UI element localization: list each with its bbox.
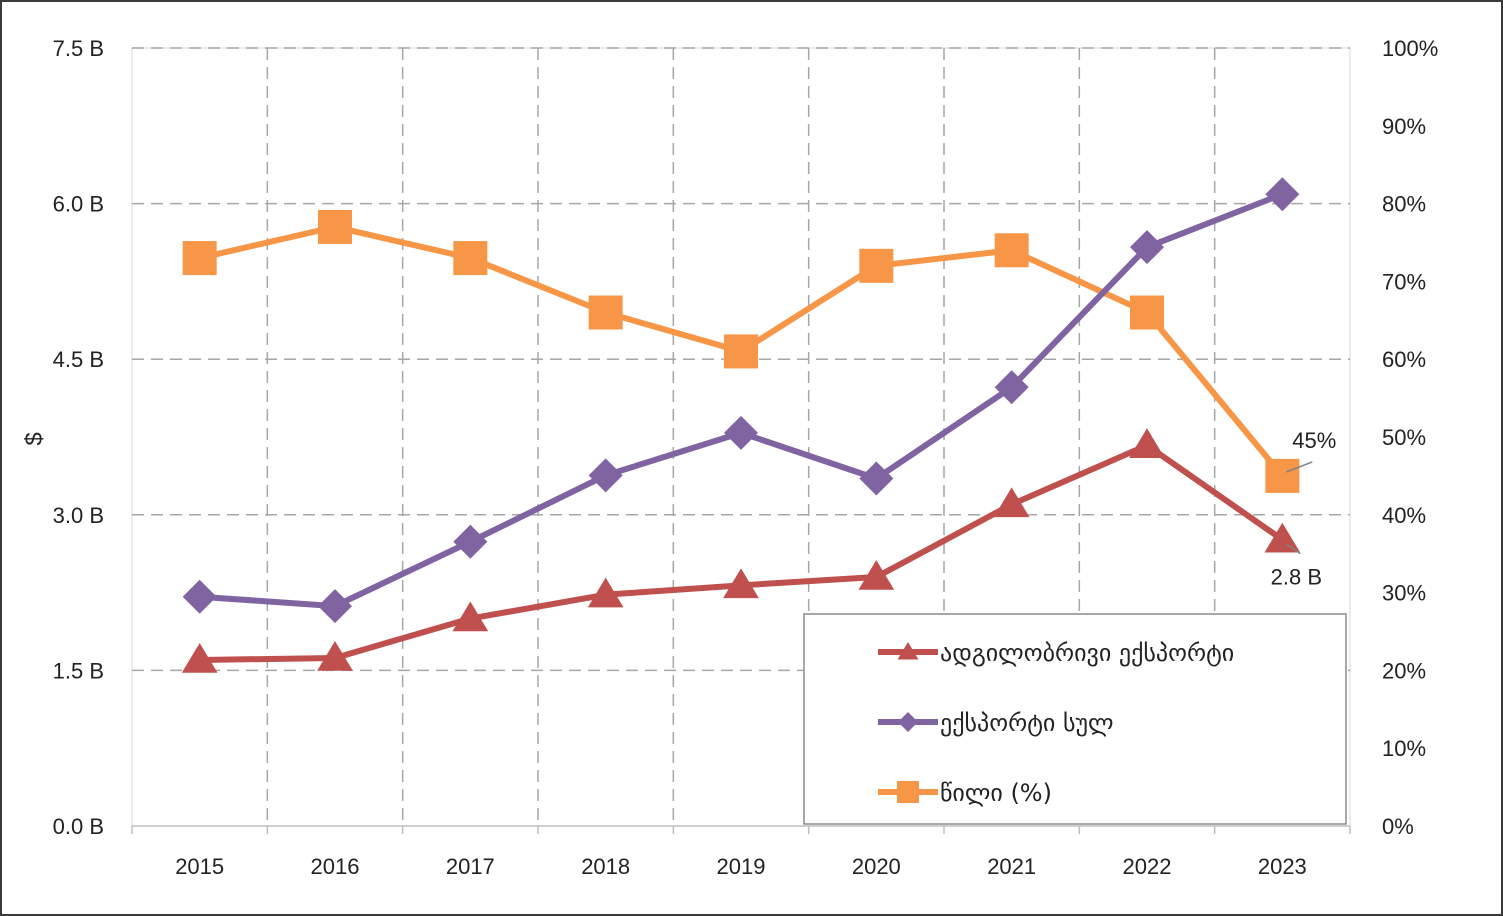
y2-tick-label: 10% bbox=[1382, 736, 1426, 761]
legend-item: ექსპორტი სულ bbox=[878, 709, 1114, 737]
y-tick-label: 4.5 B bbox=[53, 347, 104, 372]
legend-item: ადგილობრივი ექსპორტი bbox=[878, 639, 1234, 667]
data-point-triangle bbox=[1129, 428, 1165, 459]
data-point-square bbox=[1265, 458, 1300, 493]
x-tick-label: 2016 bbox=[311, 854, 360, 879]
data-point-square bbox=[1130, 295, 1164, 330]
data-point-triangle bbox=[1264, 522, 1301, 553]
data-point-diamond bbox=[724, 415, 758, 450]
data-point-triangle bbox=[858, 560, 895, 590]
y2-tick-label: 50% bbox=[1382, 425, 1426, 450]
y2-tick-label: 20% bbox=[1382, 658, 1426, 683]
data-point-triangle bbox=[317, 640, 353, 671]
annotation-leader bbox=[1285, 543, 1301, 555]
y2-tick-label: 30% bbox=[1382, 581, 1426, 606]
data-point-diamond bbox=[1130, 230, 1164, 265]
data-point-triangle bbox=[723, 568, 759, 599]
x-tick-label: 2017 bbox=[446, 854, 495, 879]
x-tick-label: 2019 bbox=[717, 854, 766, 879]
y2-tick-label: 90% bbox=[1382, 114, 1426, 139]
legend-marker-triangle bbox=[897, 642, 919, 660]
y-tick-label: 3.0 B bbox=[53, 503, 104, 528]
x-tick-label: 2020 bbox=[852, 854, 901, 879]
x-tick-label: 2022 bbox=[1123, 854, 1172, 879]
data-point-diamond bbox=[588, 458, 623, 493]
x-tick-label: 2023 bbox=[1258, 854, 1307, 879]
data-point-diamond bbox=[994, 370, 1029, 405]
data-point-square bbox=[994, 233, 1029, 268]
y2-tick-label: 80% bbox=[1382, 192, 1426, 217]
y-tick-label: 6.0 B bbox=[53, 192, 104, 217]
data-point-triangle bbox=[993, 487, 1030, 518]
y-tick-label: 7.5 B bbox=[53, 36, 104, 61]
legend-label: ექსპორტი სულ bbox=[940, 709, 1114, 737]
y-tick-label: 0.0 B bbox=[53, 814, 104, 839]
x-tick-label: 2018 bbox=[581, 854, 630, 879]
legend-label: ადგილობრივი ექსპორტი bbox=[940, 639, 1234, 667]
annotation-label: 45% bbox=[1292, 428, 1336, 453]
data-point-square bbox=[182, 241, 217, 276]
legend-item: წილი (%) bbox=[878, 779, 1052, 807]
data-point-triangle bbox=[587, 577, 624, 608]
legend: ადგილობრივი ექსპორტი ექსპორტი სულ წილი (%) bbox=[803, 613, 1347, 825]
x-tick-label: 2021 bbox=[987, 854, 1036, 879]
axes: 2015 2016 2017 2018 2019 2020 2021 2022 2023 0.0 … bbox=[21, 36, 1438, 879]
legend-label: წილი (%) bbox=[940, 779, 1052, 807]
y2-tick-label: 0% bbox=[1382, 814, 1414, 839]
y-axis-title: $ bbox=[21, 432, 48, 445]
data-point-diamond bbox=[453, 524, 488, 559]
y-tick-label: 1.5 B bbox=[53, 658, 104, 683]
legend-marker-square bbox=[897, 781, 919, 803]
annotation-leader bbox=[1286, 461, 1313, 473]
series-line bbox=[196, 191, 1286, 610]
data-point-square bbox=[724, 334, 758, 369]
y2-tick-label: 100% bbox=[1382, 36, 1438, 61]
data-point-diamond bbox=[318, 589, 352, 624]
data-point-square bbox=[453, 241, 488, 276]
data-point-diamond bbox=[859, 461, 894, 496]
data-point-square bbox=[588, 295, 623, 330]
data-point-square bbox=[318, 209, 352, 244]
data-point-diamond bbox=[1265, 177, 1300, 212]
series-1 bbox=[181, 428, 1301, 673]
annotation-label: 2.8 B bbox=[1271, 565, 1322, 590]
series-layer bbox=[181, 177, 1301, 673]
annotations: 45% 2.8 B bbox=[1271, 428, 1337, 590]
legend-marker-diamond bbox=[898, 712, 918, 732]
data-point-square bbox=[859, 248, 894, 283]
x-tick-label: 2015 bbox=[175, 854, 224, 879]
data-point-diamond bbox=[182, 579, 217, 614]
y2-tick-label: 40% bbox=[1382, 503, 1426, 528]
data-point-triangle bbox=[452, 601, 489, 632]
y2-tick-label: 60% bbox=[1382, 347, 1426, 372]
y2-tick-label: 70% bbox=[1382, 269, 1426, 294]
data-point-triangle bbox=[181, 643, 218, 673]
series-2 bbox=[182, 177, 1300, 624]
